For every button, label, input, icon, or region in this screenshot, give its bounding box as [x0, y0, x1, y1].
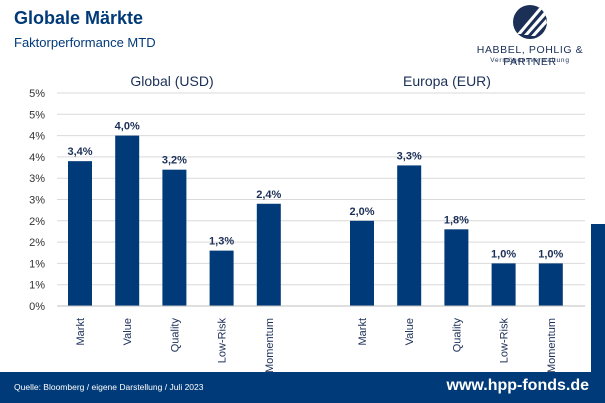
chart-card: Globale Märkte Faktorperformance MTD HAB… — [14, 5, 585, 372]
data-label: 3,4% — [67, 146, 92, 158]
y-tick-label: 4% — [29, 131, 45, 143]
footer-bar: Quelle: Bloomberg / eigene Darstellung /… — [0, 372, 605, 403]
x-category-label: Markt — [357, 318, 369, 346]
x-category-label: Quality — [169, 318, 181, 353]
bar — [444, 229, 469, 306]
bar — [538, 263, 563, 306]
bar — [162, 169, 187, 306]
x-category-label: Low-Risk — [217, 318, 229, 364]
bar — [256, 203, 281, 306]
y-tick-label: 3% — [29, 195, 45, 207]
data-label: 1,3% — [209, 236, 234, 248]
data-label: 3,2% — [162, 155, 187, 167]
y-tick-label: 2% — [29, 216, 45, 228]
factor-bar-chart: 0% 1% 1% 2% 2% 3% 3% 4% 4% 5% 5% Global (USD) 3,4% Ma… — [29, 73, 585, 372]
bar — [209, 250, 234, 306]
side-accent-right — [591, 224, 605, 403]
y-tick-label: 1% — [29, 280, 45, 292]
logo-company-name: HABBEL, POHLIG & PARTNER — [476, 44, 584, 68]
y-tick-label: 1% — [29, 258, 45, 270]
y-tick-label: 0% — [29, 301, 45, 313]
page-subtitle: Faktorperformance MTD — [14, 35, 156, 50]
bar — [397, 165, 422, 306]
page-title: Globale Märkte — [14, 8, 144, 28]
data-label: 2,0% — [349, 206, 374, 218]
bar — [115, 135, 140, 306]
source-note: Quelle: Bloomberg / eigene Darstellung /… — [14, 382, 204, 392]
x-category-label: Value — [122, 318, 134, 345]
y-tick-label: 4% — [29, 152, 45, 164]
y-tick-label: 2% — [29, 237, 45, 249]
company-logo: HABBEL, POHLIG & PARTNER Vermögensverwal… — [455, 4, 605, 68]
y-tick-label: 5% — [29, 88, 45, 100]
x-category-label: Low-Risk — [499, 318, 511, 364]
data-label: 2,4% — [256, 189, 281, 201]
website-link[interactable]: www.hpp-fonds.de — [446, 377, 590, 394]
data-label: 1,0% — [538, 248, 563, 260]
group-title: Global (USD) — [130, 73, 213, 89]
bar — [68, 161, 92, 306]
x-category-label: Momentum — [546, 318, 558, 372]
y-tick-label: 5% — [29, 109, 45, 121]
data-label: 1,8% — [444, 214, 469, 226]
x-category-label: Markt — [75, 318, 87, 346]
x-category-label: Quality — [451, 318, 463, 353]
data-label: 3,3% — [397, 150, 422, 162]
x-category-label: Momentum — [264, 318, 276, 372]
logo-emblem-icon — [513, 5, 547, 39]
x-category-label: Value — [404, 318, 416, 345]
bar — [491, 263, 516, 306]
data-label: 1,0% — [491, 248, 516, 260]
group-title: Europa (EUR) — [403, 73, 491, 89]
bar — [350, 220, 374, 306]
logo-tagline: Vermögensverwaltung — [490, 57, 570, 64]
data-label: 4,0% — [115, 121, 140, 133]
y-tick-label: 3% — [29, 173, 45, 185]
